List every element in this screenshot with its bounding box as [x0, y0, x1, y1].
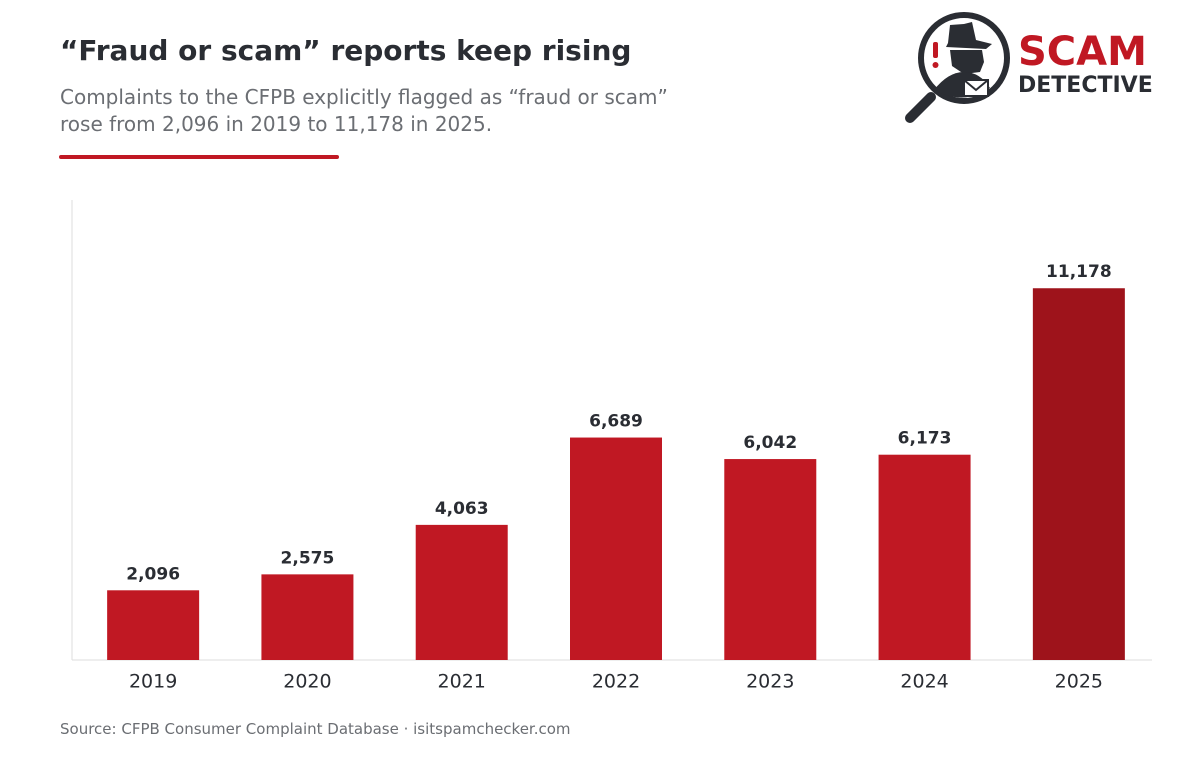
x-tick-label-2021: 2021	[438, 671, 486, 693]
value-label-2020: 2,575	[281, 548, 335, 568]
bar-2025	[1032, 288, 1125, 660]
chart-subtitle: Complaints to the CFPB explicitly flagge…	[60, 84, 760, 138]
bar-2019	[107, 590, 200, 660]
x-tick-label-2025: 2025	[1055, 671, 1103, 693]
x-tick-label-2019: 2019	[129, 671, 177, 693]
x-tick-label-2020: 2020	[283, 671, 331, 693]
source-note: Source: CFPB Consumer Complaint Database…	[60, 720, 571, 738]
detective-magnifier-icon	[905, 12, 1010, 123]
value-label-2019: 2,096	[126, 564, 180, 584]
x-tick-label-2024: 2024	[900, 671, 948, 693]
value-label-2025: 11,178	[1046, 262, 1112, 282]
title-accent-rule	[59, 155, 339, 159]
subtitle-line-1: Complaints to the CFPB explicitly flagge…	[60, 85, 668, 109]
bar-2023	[724, 459, 817, 660]
x-tick-label-2022: 2022	[592, 671, 640, 693]
bar-2024	[878, 454, 971, 660]
value-label-2023: 6,042	[743, 433, 797, 453]
x-tick-label-2023: 2023	[746, 671, 794, 693]
logo-word-scam: SCAM	[1018, 29, 1147, 75]
value-label-2022: 6,689	[589, 412, 643, 432]
subtitle-line-2: rose from 2,096 in 2019 to 11,178 in 202…	[60, 112, 493, 136]
bar-2021	[415, 524, 508, 660]
brand-logo: SCAM DETECTIVE	[900, 10, 1160, 130]
chart-title: “Fraud or scam” reports keep rising	[60, 34, 632, 67]
logo-word-detective: DETECTIVE	[1018, 73, 1153, 98]
bar-2022	[570, 437, 662, 660]
value-label-2024: 6,173	[898, 429, 952, 449]
bar-2020	[261, 574, 354, 660]
value-label-2021: 4,063	[435, 499, 489, 519]
